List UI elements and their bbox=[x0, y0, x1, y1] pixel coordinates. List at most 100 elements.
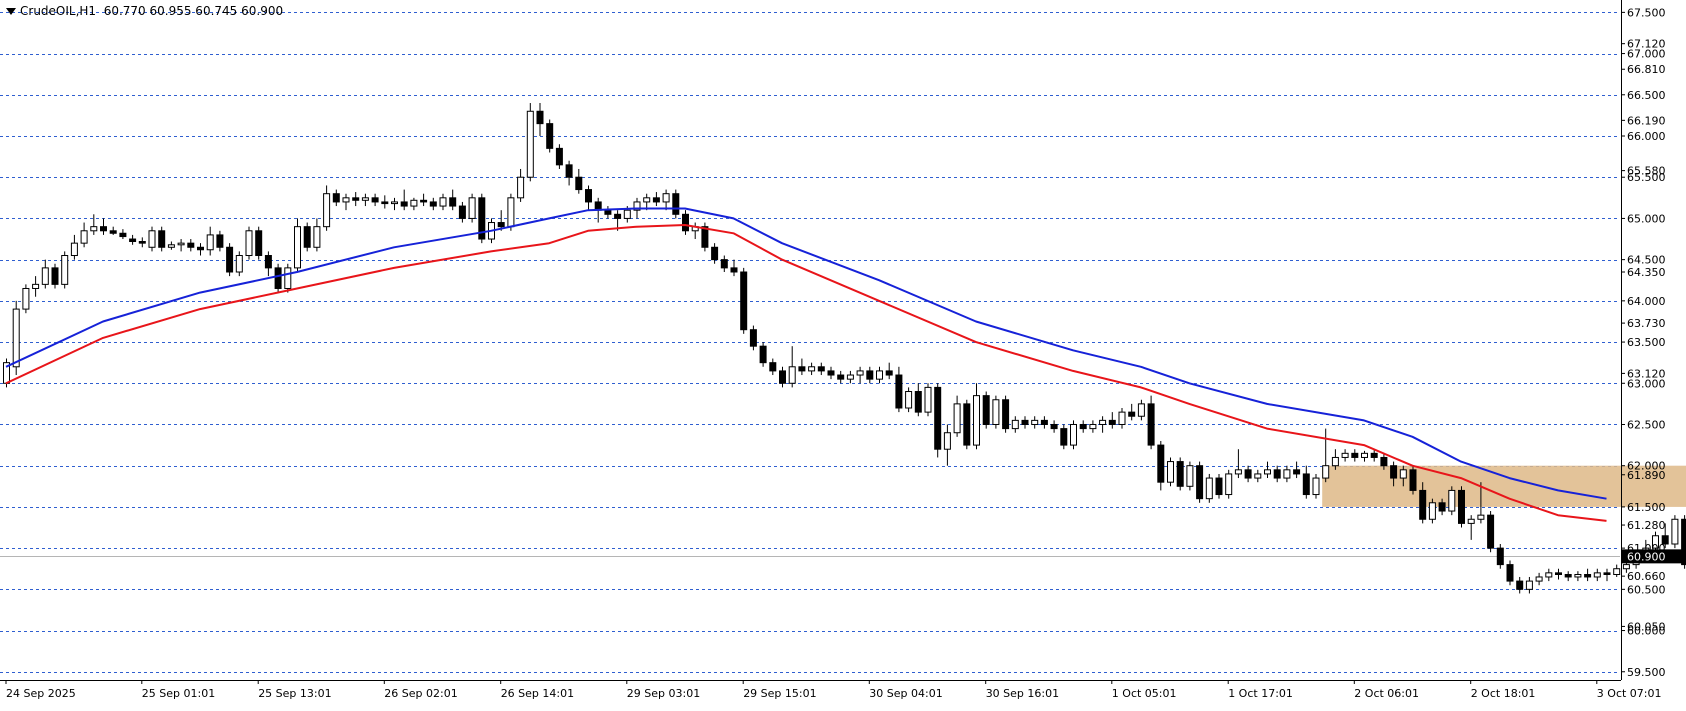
candle-body bbox=[1273, 469, 1281, 479]
candle-body bbox=[1040, 419, 1048, 425]
candle-body bbox=[468, 197, 476, 219]
candle-body bbox=[51, 267, 59, 285]
candle-body bbox=[856, 370, 864, 376]
candle-body bbox=[934, 386, 942, 450]
price-tick-label: 63.730 bbox=[1627, 317, 1666, 330]
candle-body bbox=[536, 110, 544, 125]
price-tick-label: 64.500 bbox=[1627, 254, 1666, 267]
candle-body bbox=[943, 432, 951, 450]
candle-body bbox=[109, 230, 117, 234]
candle-body bbox=[1438, 502, 1446, 512]
candle-body bbox=[982, 395, 990, 425]
candle-body bbox=[526, 110, 534, 178]
candle-body bbox=[391, 201, 398, 205]
price-tick-label: 67.120 bbox=[1627, 38, 1666, 51]
candle-body bbox=[643, 197, 651, 203]
candle-body bbox=[672, 193, 680, 215]
candle-body bbox=[1244, 469, 1252, 479]
price-tick-label: 65.000 bbox=[1627, 212, 1666, 225]
candle-body bbox=[1380, 456, 1388, 467]
candle-body bbox=[769, 362, 777, 372]
candle-body bbox=[90, 226, 98, 232]
candle-body bbox=[497, 222, 505, 228]
candle-body bbox=[235, 255, 243, 273]
candle-body bbox=[614, 213, 622, 219]
price-tick-label: 60.500 bbox=[1627, 583, 1666, 596]
moving-average-fast bbox=[5, 224, 1607, 522]
candle-body bbox=[1370, 452, 1378, 458]
candle-body bbox=[1419, 489, 1427, 520]
candle-body bbox=[895, 374, 903, 409]
candle-body bbox=[1118, 411, 1126, 425]
dropdown-triangle-icon[interactable] bbox=[6, 8, 16, 15]
candle-body bbox=[148, 230, 156, 248]
candle-body bbox=[1506, 564, 1514, 582]
candle-body bbox=[371, 197, 379, 203]
candle-body bbox=[381, 201, 389, 205]
candle-body bbox=[1234, 469, 1242, 475]
candle-body bbox=[32, 283, 40, 289]
candle-body bbox=[1555, 572, 1562, 575]
candle-body bbox=[167, 244, 175, 248]
candle-body bbox=[730, 267, 738, 273]
candle-body bbox=[1031, 419, 1039, 425]
candle-body bbox=[701, 226, 709, 248]
candle-body bbox=[798, 366, 806, 372]
candle-body bbox=[585, 189, 592, 203]
candle-body bbox=[284, 267, 292, 289]
candle-body bbox=[1448, 489, 1456, 512]
price-tick-label: 61.280 bbox=[1627, 519, 1666, 532]
time-tick-label: 2 Oct 06:01 bbox=[1354, 687, 1419, 700]
candle-body bbox=[1458, 489, 1465, 524]
candle-body bbox=[555, 147, 563, 166]
candle-body bbox=[1574, 573, 1582, 578]
candle-body bbox=[1467, 518, 1475, 524]
candle-body bbox=[604, 209, 612, 215]
candle-body bbox=[517, 176, 525, 199]
candle-body bbox=[1293, 469, 1301, 475]
candle-body bbox=[264, 255, 272, 269]
candle-body bbox=[1147, 403, 1155, 446]
candle-body bbox=[1254, 473, 1262, 479]
time-tick-label: 26 Sep 02:01 bbox=[384, 687, 457, 700]
candle-body bbox=[352, 197, 360, 201]
candle-body bbox=[905, 391, 913, 409]
candle-body bbox=[1176, 461, 1184, 487]
candle-body bbox=[80, 230, 88, 244]
candle-body bbox=[1011, 419, 1019, 430]
candle-body bbox=[788, 366, 796, 384]
candle-body bbox=[294, 226, 301, 269]
candle-body bbox=[1137, 403, 1145, 417]
candle-body bbox=[837, 374, 845, 380]
candle-body bbox=[22, 287, 30, 310]
candle-body bbox=[1186, 465, 1194, 487]
price-tick-label: 65.500 bbox=[1627, 171, 1666, 184]
candle-body bbox=[1128, 411, 1136, 417]
candle-body bbox=[992, 399, 1000, 425]
time-tick-label: 24 Sep 2025 bbox=[6, 687, 76, 700]
candle-body bbox=[1409, 469, 1417, 491]
candle-body bbox=[633, 201, 641, 211]
candle-body bbox=[507, 197, 515, 228]
symbol-header: CrudeOIL,H1 60.770 60.955 60.745 60.900 bbox=[6, 4, 283, 18]
candle-body bbox=[313, 226, 321, 248]
candle-body bbox=[749, 329, 757, 347]
time-tick-label: 1 Oct 05:01 bbox=[1112, 687, 1177, 700]
price-tick-label: 62.500 bbox=[1627, 418, 1666, 431]
candle-body bbox=[1312, 477, 1320, 496]
candle-body bbox=[41, 267, 49, 285]
moving-average-slow bbox=[5, 207, 1607, 500]
candle-body bbox=[255, 230, 263, 257]
candle-body bbox=[1331, 456, 1339, 467]
candle-body bbox=[1535, 576, 1543, 582]
candle-body bbox=[827, 370, 835, 376]
candle-body bbox=[187, 242, 195, 248]
candle-body bbox=[1390, 465, 1398, 479]
candle-body bbox=[70, 242, 78, 257]
time-tick-label: 30 Sep 04:01 bbox=[869, 687, 942, 700]
candle-body bbox=[158, 230, 166, 248]
price-tick-label: 66.810 bbox=[1627, 63, 1666, 76]
